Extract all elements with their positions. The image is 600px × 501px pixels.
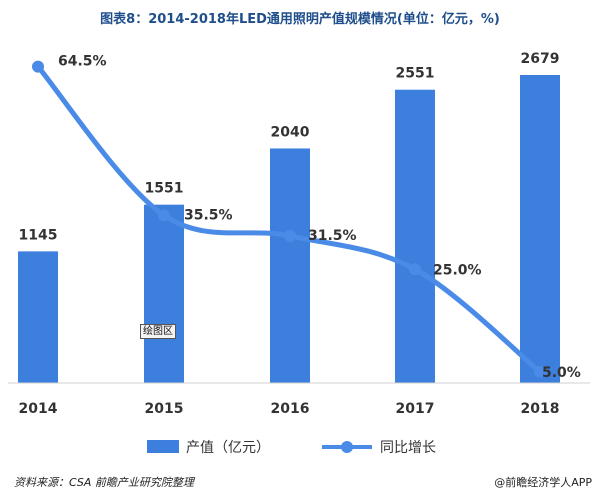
- x-tick-label: 2017: [396, 401, 435, 417]
- bar-2016: [270, 148, 310, 383]
- legend-line-marker: [341, 441, 353, 453]
- source-note: 资料来源：CSA 前瞻产业研究院整理: [14, 476, 194, 489]
- growth-point-2018: [534, 365, 546, 378]
- bar-value-label: 1551: [145, 181, 184, 197]
- bar-value-label: 2551: [396, 66, 435, 82]
- bar-2018: [520, 75, 560, 383]
- x-tick-label: 2014: [19, 401, 58, 417]
- x-tick-label: 2015: [145, 401, 184, 417]
- bar-value-label: 1145: [19, 227, 58, 243]
- growth-label: 25.0%: [433, 262, 482, 278]
- growth-label: 64.5%: [58, 54, 107, 70]
- x-tick-label: 2018: [521, 401, 560, 417]
- bar-2014: [18, 251, 58, 383]
- growth-point-2017: [409, 263, 421, 276]
- legend-bar-label: 产值（亿元）: [186, 440, 270, 456]
- growth-label: 31.5%: [308, 228, 357, 244]
- bar-value-label: 2040: [271, 124, 310, 140]
- growth-point-2014: [32, 60, 44, 73]
- legend-line-label: 同比增长: [380, 440, 436, 456]
- growth-label: 35.5%: [184, 207, 233, 223]
- growth-point-2015: [158, 209, 170, 222]
- legend-bar-swatch: [147, 440, 179, 453]
- plot-area-tag: 绘图区: [140, 324, 176, 339]
- growth-label: 5.0%: [542, 365, 581, 381]
- bar-2017: [395, 89, 435, 383]
- bar-value-label: 2679: [521, 51, 560, 67]
- growth-point-2016: [284, 229, 296, 242]
- credit-badge: @前瞻经济学人APP: [494, 476, 592, 489]
- chart-title: 图表8：2014-2018年LED通用照明产值规模情况(单位：亿元，%): [100, 12, 500, 27]
- x-tick-label: 2016: [271, 401, 310, 417]
- bar-2015: [144, 204, 184, 383]
